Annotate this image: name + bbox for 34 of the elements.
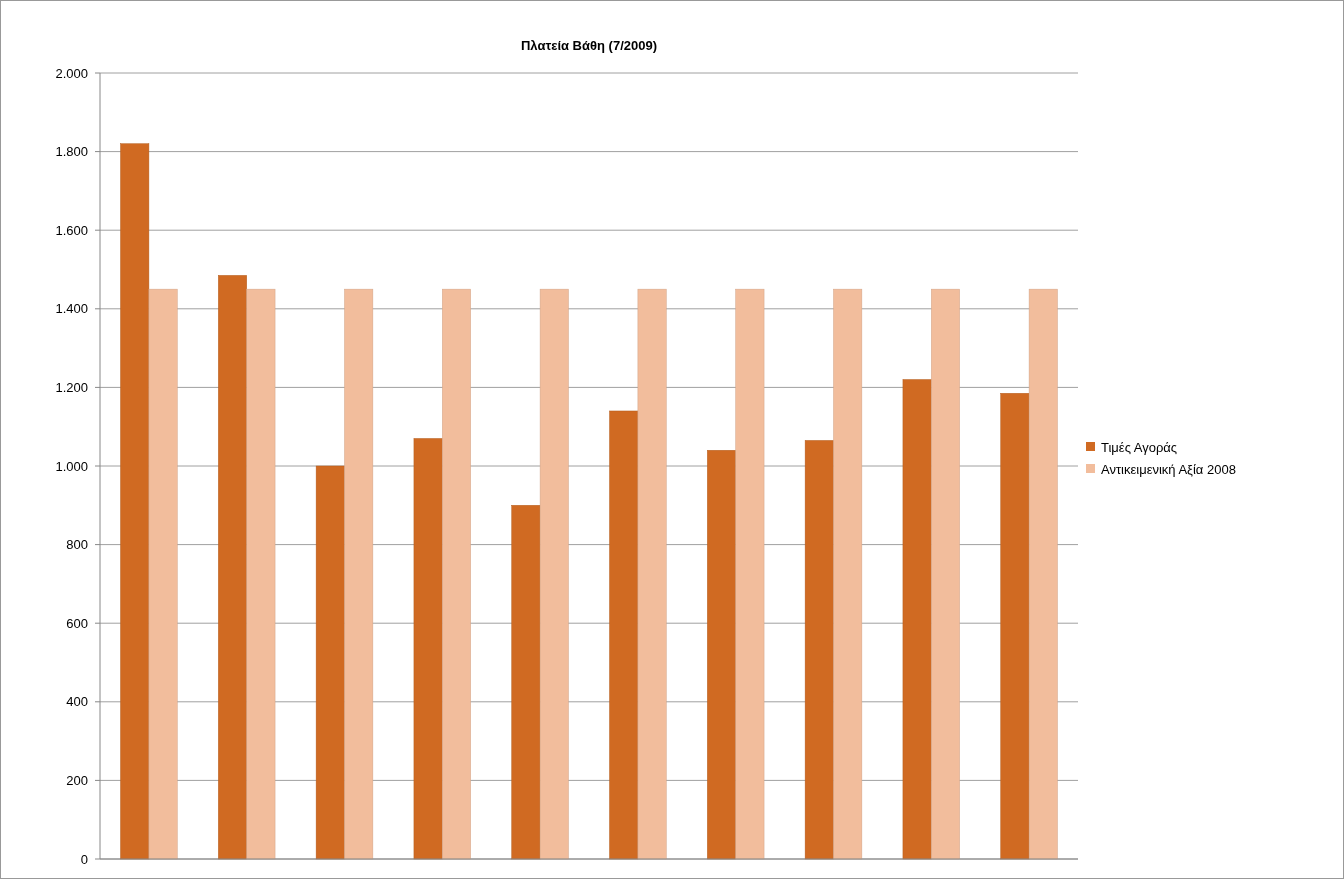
bar [120, 143, 150, 860]
y-tick-label: 2.000 [55, 65, 88, 81]
bar [707, 450, 736, 860]
bar [1000, 393, 1030, 860]
bar [609, 410, 639, 860]
bar [344, 288, 374, 860]
y-tick-label: 1.200 [55, 379, 88, 395]
legend-label: Αντικειμενική Αξία 2008 [1101, 461, 1236, 477]
bar [637, 288, 667, 860]
y-tick-label: 1.000 [55, 458, 88, 474]
y-tick-label: 1.400 [55, 301, 88, 317]
y-tick-label: 400 [66, 694, 88, 710]
bar [735, 288, 765, 860]
bar [833, 288, 863, 860]
y-tick-label: 0 [80, 851, 88, 867]
bar [246, 288, 276, 860]
y-tick-label: 800 [66, 537, 88, 553]
y-tick-label: 200 [66, 772, 88, 788]
bar [442, 288, 471, 860]
y-tick-label: 1.800 [55, 144, 88, 160]
bar [315, 465, 345, 860]
bar [902, 379, 932, 860]
bar [511, 505, 541, 860]
bar [218, 275, 247, 860]
y-tick-label: 600 [66, 615, 88, 631]
bar [148, 288, 178, 860]
y-tick-label: 1.600 [55, 222, 88, 238]
bar [804, 440, 834, 860]
bar [931, 288, 960, 860]
legend-label: Τιμές Αγοράς [1101, 439, 1178, 455]
bar [1028, 288, 1058, 860]
bar [539, 288, 569, 860]
bar [413, 438, 443, 860]
chart-title: Πλατεία Βάθη (7/2009) [520, 38, 658, 53]
